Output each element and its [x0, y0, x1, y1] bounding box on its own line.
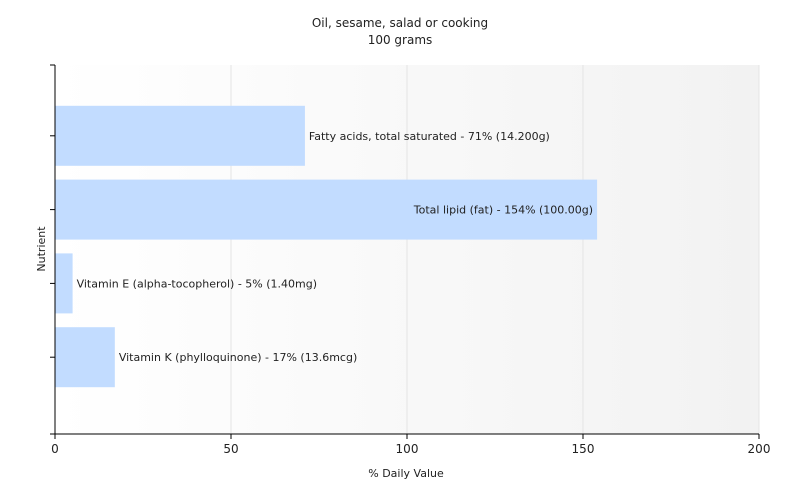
x-tick-label: 0	[51, 442, 59, 456]
x-tick-label: 150	[572, 442, 595, 456]
bar-label: Fatty acids, total saturated - 71% (14.2…	[309, 130, 550, 143]
chart-title: Oil, sesame, salad or cooking	[311, 16, 489, 30]
bar-label: Vitamin E (alpha-tocopherol) - 5% (1.40m…	[77, 277, 317, 290]
bar	[55, 105, 305, 166]
x-tick-label: 50	[223, 442, 238, 456]
x-axis-title: % Daily Value	[368, 467, 444, 480]
axes-group	[50, 64, 760, 439]
bar-labels: Fatty acids, total saturated - 71% (14.2…	[77, 130, 593, 364]
bar	[55, 253, 73, 314]
bar	[55, 179, 598, 240]
bar-label: Vitamin K (phylloquinone) - 17% (13.6mcg…	[119, 351, 357, 364]
x-tick-label: 200	[748, 442, 771, 456]
bar	[55, 327, 115, 388]
bars-group	[55, 105, 598, 388]
y-axis-title: Nutrient	[35, 226, 48, 272]
x-tick-labels: 0 50 100 150 200	[51, 442, 770, 456]
chart-title-block: Oil, sesame, salad or cooking 100 grams	[0, 15, 800, 49]
bar-label: Total lipid (fat) - 154% (100.00g)	[413, 204, 593, 217]
x-tick-label: 100	[396, 442, 419, 456]
chart-subtitle: 100 grams	[367, 33, 433, 47]
